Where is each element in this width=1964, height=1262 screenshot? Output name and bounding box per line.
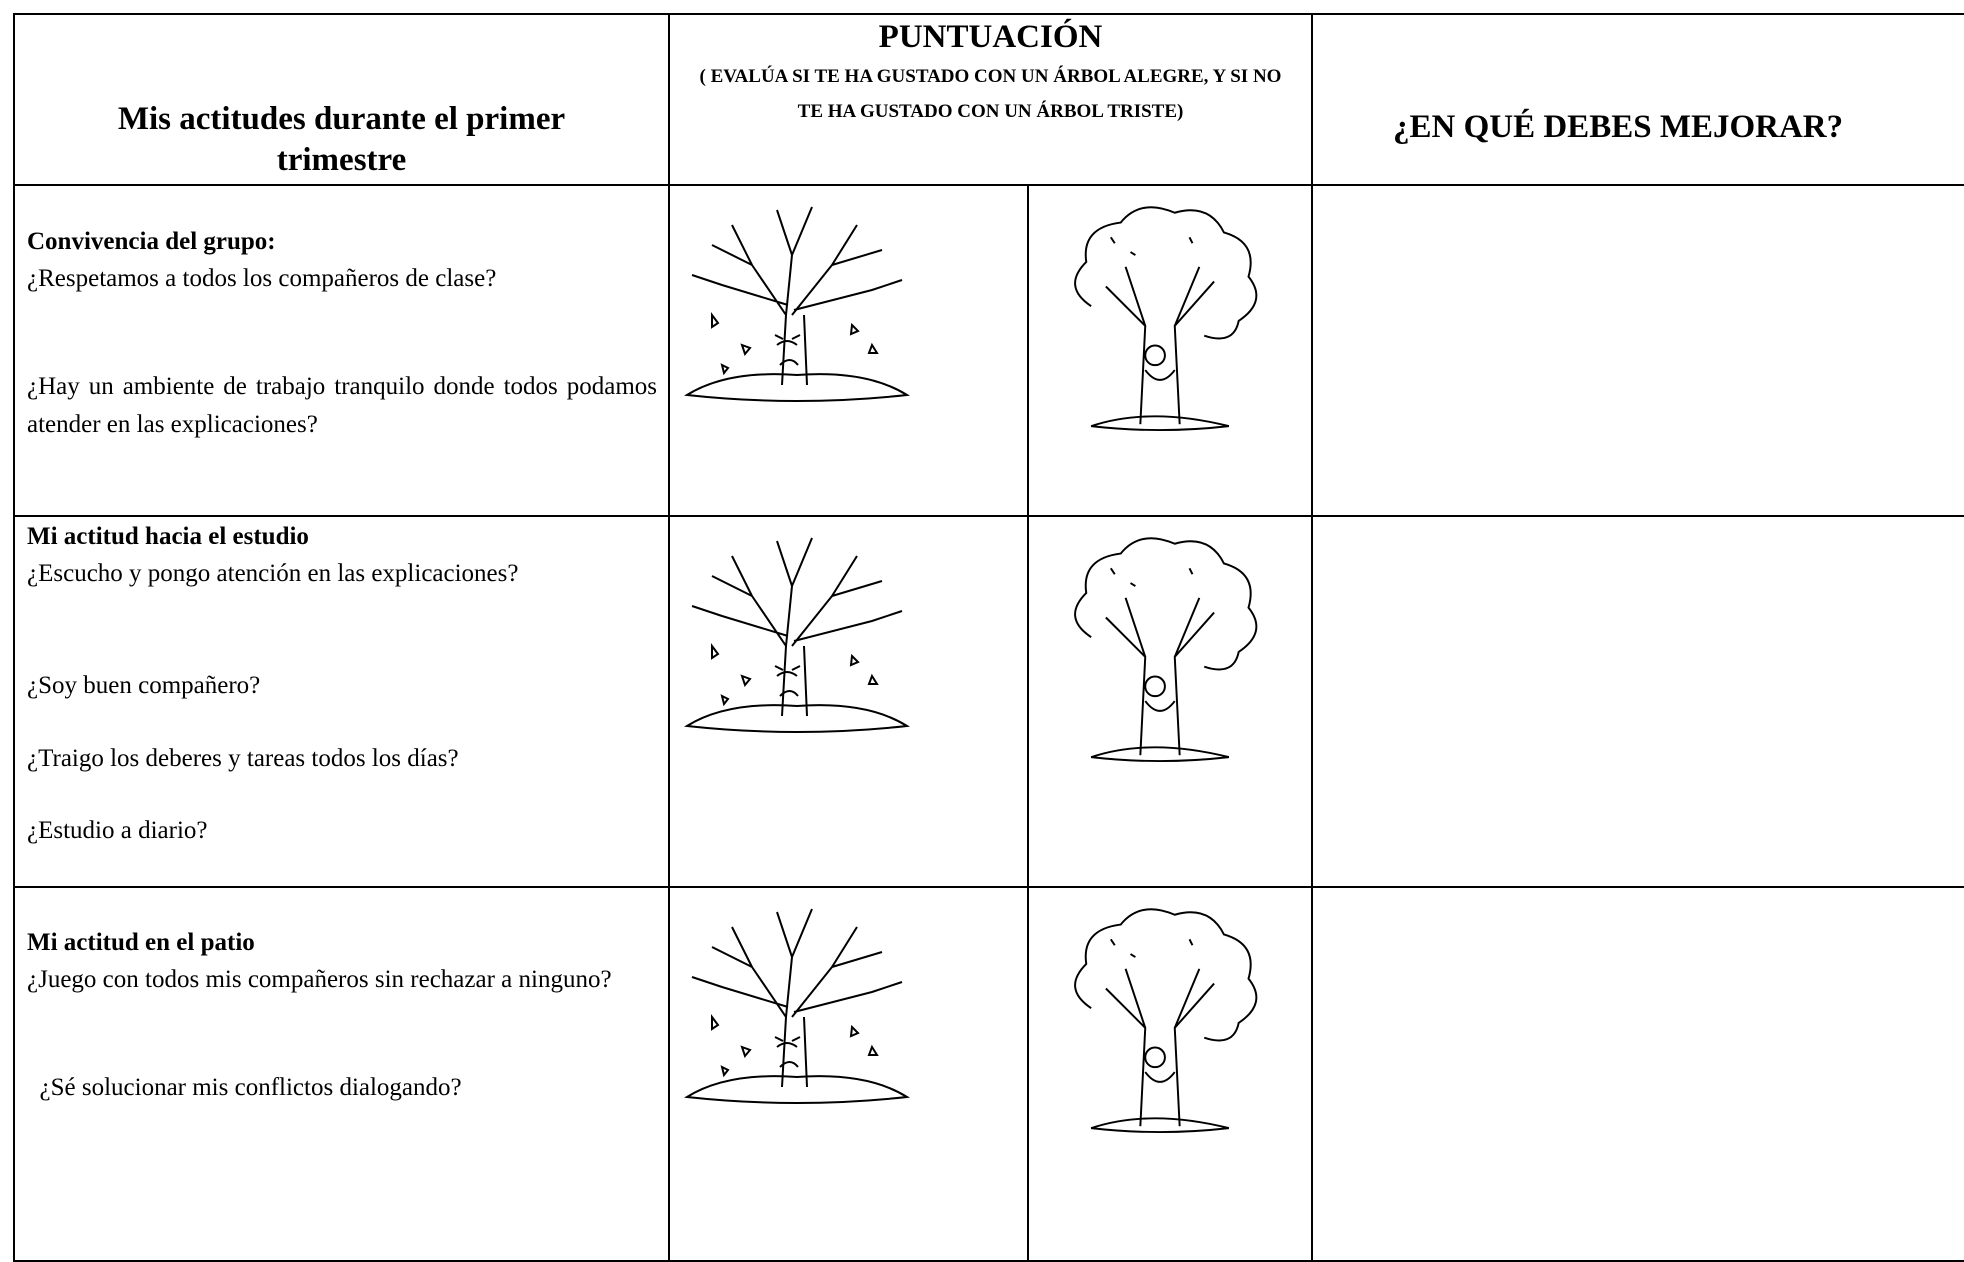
question: ¿Estudio a diario? — [27, 817, 208, 844]
happy-tree-cell — [1027, 184, 1313, 517]
row-cell: Mi actitud hacia el estudio ¿Escucho y po… — [13, 515, 670, 888]
happy-tree — [1051, 900, 1269, 1136]
page: Mis actitudes durante el primer trimestr… — [13, 13, 1964, 1262]
header-title: PUNTUACIÓN — [878, 19, 1103, 55]
row-cell: Mi actitud en el patio ¿Juego con todos m… — [13, 886, 670, 1262]
header-text: Mis actitudes durante el primer trimestr… — [117, 101, 566, 178]
happy-tree-cell — [1027, 515, 1313, 888]
sad-tree — [682, 194, 912, 416]
sad-tree-cell — [668, 515, 1029, 888]
answer-cell — [1311, 184, 1964, 517]
header-cell: Mis actitudes durante el primer trimestr… — [13, 13, 670, 186]
question: ¿Escucho y pongo atención en las explica… — [27, 560, 519, 587]
row-title: Mi actitud en el patio — [27, 929, 255, 956]
question: ¿Juego con todos mis compañeros sin rech… — [27, 966, 612, 993]
row-cell: Convivencia del grupo: ¿Respetamos a todo… — [13, 184, 670, 517]
header-note: ( EVALÚA SI TE HA GUSTADO CON UN ÁRBOL A… — [699, 66, 1282, 122]
question: ¿Hay un ambiente de trabajo tranquilo do… — [27, 373, 664, 438]
header-cell: ¿EN QUÉ DEBES MEJORAR? — [1311, 13, 1964, 186]
question: ¿Soy buen compañero? — [27, 672, 261, 699]
question: ¿Sé solucionar mis conflictos dialogando… — [27, 1074, 462, 1101]
sad-tree-cell — [668, 886, 1029, 1262]
sad-tree-cell — [668, 184, 1029, 517]
header-text: ¿EN QUÉ DEBES MEJORAR? — [1393, 109, 1844, 145]
row-title: Convivencia del grupo: — [27, 228, 276, 255]
row-title: Mi actitud hacia el estudio — [27, 523, 309, 550]
question: ¿Respetamos a todos los compañeros de cl… — [27, 265, 497, 292]
sad-tree — [682, 896, 912, 1118]
answer-cell — [1311, 515, 1964, 888]
sad-tree — [682, 525, 912, 747]
header-cell: PUNTUACIÓN ( EVALÚA SI TE HA GUSTADO CON … — [668, 13, 1313, 186]
answer-cell — [1311, 886, 1964, 1262]
question: ¿Traigo los deberes y tareas todos los d… — [27, 745, 459, 772]
happy-tree — [1051, 529, 1269, 765]
happy-tree-cell — [1027, 886, 1313, 1262]
happy-tree — [1051, 198, 1269, 434]
